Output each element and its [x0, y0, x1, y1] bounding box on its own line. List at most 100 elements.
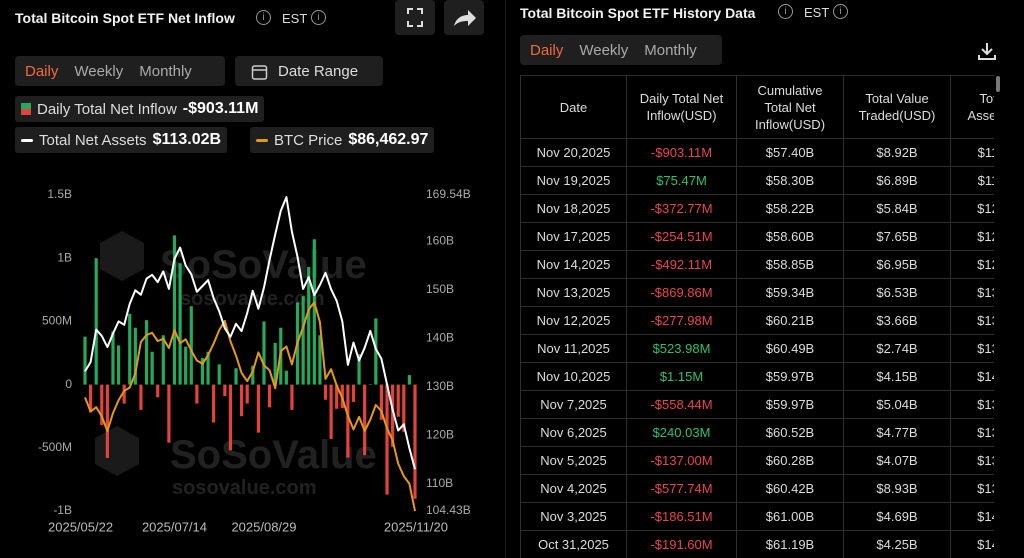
table-cell: $130.54B — [950, 278, 994, 307]
watermark-brand: SoSoValue — [160, 243, 367, 287]
bar — [407, 375, 412, 385]
y2-tick-label: 160B — [426, 233, 454, 247]
table-cell: -$903.11M — [626, 138, 737, 167]
y2-tick-label: 150B — [426, 282, 454, 296]
table-container: Date Daily Total Net Inflow(USD) Cumulativ… — [520, 75, 994, 558]
expand-icon — [407, 8, 423, 27]
table-cell: $117.34B — [950, 166, 994, 195]
table-cell: $57.40B — [736, 138, 844, 167]
info-icon[interactable]: i — [833, 4, 848, 19]
tab[interactable]: Daily — [25, 62, 59, 80]
table-cell: $61.19B — [736, 530, 844, 558]
bar — [323, 384, 328, 400]
calendar-icon — [251, 64, 268, 80]
table-row: Nov 6,2025$240.03M$60.52B$4.77B$135.43B — [520, 418, 994, 447]
table-cell: -$577.74M — [626, 474, 737, 503]
table-row: Nov 19,2025$75.47M$58.30B$6.89B$117.34B — [520, 166, 994, 195]
bar — [167, 384, 171, 443]
table-cell: $7.65B — [843, 222, 951, 251]
y-tick-label: 500M — [42, 314, 72, 328]
table-cell: $58.60B — [736, 222, 844, 251]
table-cell: $8.92B — [843, 138, 951, 167]
bar — [413, 384, 417, 499]
tab[interactable]: Weekly — [579, 41, 629, 59]
table-cell: -$137.00M — [626, 446, 737, 475]
bar — [335, 384, 339, 409]
tab[interactable]: Daily — [530, 41, 564, 59]
info-icon[interactable]: i — [311, 10, 326, 25]
info-icon[interactable]: i — [778, 4, 793, 19]
expand-button[interactable] — [395, 0, 435, 35]
bar — [284, 370, 288, 385]
table-cell: $139.15B — [950, 446, 994, 475]
bar — [329, 384, 333, 439]
line — [84, 301, 416, 512]
bar — [150, 351, 154, 385]
table-cell: -$558.44M — [626, 390, 737, 419]
table-cell: $4.77B — [843, 418, 951, 447]
table-cell: $523.98M — [626, 334, 737, 363]
timezone: EST — [804, 5, 830, 20]
table-cell: $58.85B — [736, 250, 844, 279]
legend-label: BTC Price — [274, 131, 343, 149]
table-cell: Nov 4,2025 — [520, 474, 627, 503]
y2-tick-label: 110B — [426, 476, 453, 490]
bar — [161, 335, 165, 385]
table-cell: $125.34B — [950, 250, 994, 279]
watermark: SoSoValue sosovalue.com SoSoValue sosova… — [95, 231, 377, 499]
table-cell: $147.73B — [950, 530, 994, 558]
table-cell: $75.47M — [626, 166, 737, 195]
y-tick-label: -500M — [38, 440, 72, 454]
bar — [172, 235, 177, 385]
divider — [505, 0, 506, 558]
bar — [251, 365, 255, 385]
line — [84, 196, 416, 470]
share-button[interactable] — [444, 0, 484, 35]
tab-group: Daily Weekly Monthly — [15, 56, 225, 86]
bar — [318, 335, 322, 385]
legend-item[interactable]: Total Net Assets $113.02B — [15, 127, 228, 153]
tab[interactable]: Weekly — [74, 62, 124, 80]
bar — [156, 384, 160, 398]
table-cell: $240.03M — [626, 418, 737, 447]
bar — [240, 384, 244, 417]
x-tick-label: 2025/08/29 — [231, 519, 296, 534]
y2-tick-label: 140B — [426, 331, 454, 345]
table-cell: Nov 10,2025 — [520, 362, 627, 391]
table-cell: $4.07B — [843, 446, 951, 475]
table-cell: $113.02B — [950, 138, 994, 167]
tab[interactable]: Monthly — [139, 62, 192, 80]
y-tick-label: 1B — [57, 250, 72, 264]
scrollbar[interactable] — [996, 76, 1000, 92]
legend-item[interactable]: BTC Price $86,462.97 — [250, 127, 435, 153]
bar — [307, 267, 311, 385]
x-tick-label: 2025/11/20 — [384, 519, 448, 534]
bar — [391, 384, 395, 447]
column-header: Total Net Assets(USD) — [950, 75, 994, 139]
tab[interactable]: Monthly — [644, 41, 697, 59]
table-cell: Nov 3,2025 — [520, 502, 627, 531]
logo — [100, 231, 144, 281]
date-range-button[interactable]: Date Range — [235, 56, 383, 86]
column-header: Daily Total Net Inflow(USD) — [626, 75, 737, 139]
y-tick-label: -1B — [53, 503, 72, 517]
table-cell: $121.01B — [950, 222, 994, 251]
table-cell: $5.04B — [843, 390, 951, 419]
table-row: Nov 10,2025$1.15M$59.97B$4.15B$141.54B — [520, 362, 994, 391]
legend-swatch — [256, 138, 268, 142]
info-icon[interactable]: i — [256, 10, 271, 25]
bar — [267, 384, 272, 408]
table-row: Nov 12,2025-$277.98M$60.21B$3.66B$135.81… — [520, 306, 994, 335]
table-cell: Nov 19,2025 — [520, 166, 627, 195]
bar — [100, 384, 104, 426]
table-cell: $61.00B — [736, 502, 844, 531]
table-cell: $122.29B — [950, 194, 994, 223]
bar — [228, 384, 233, 451]
table-row: Nov 4,2025-$577.74M$60.42B$8.93B$134.53B — [520, 474, 994, 503]
table-cell: $8.93B — [843, 474, 951, 503]
bar — [351, 384, 356, 402]
legend-item[interactable]: Daily Total Net Inflow -$903.11M — [15, 96, 265, 122]
table-cell: $135.43B — [950, 418, 994, 447]
download-icon[interactable] — [976, 40, 998, 62]
